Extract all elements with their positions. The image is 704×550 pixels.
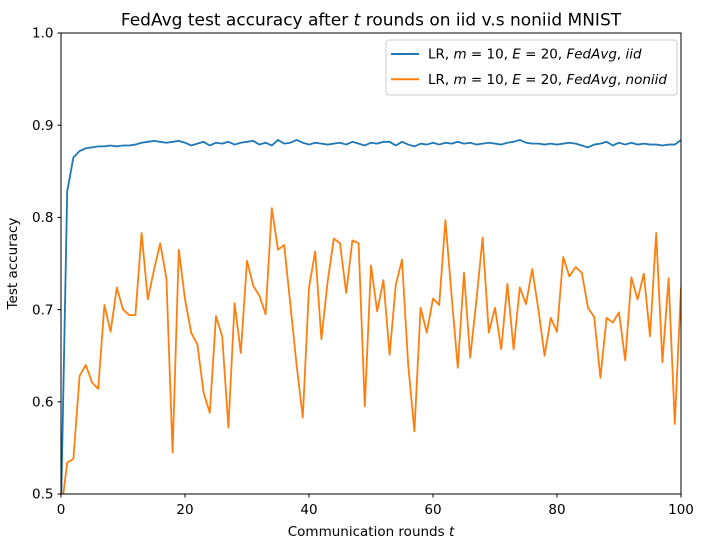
y-tick-label: 0.8	[32, 210, 53, 226]
x-tick-label: 60	[424, 502, 441, 518]
series-line-iid	[61, 139, 681, 494]
legend-entry-iid: LR, m = 10, E = 20, FedAvg, iid	[428, 47, 642, 63]
y-tick-label: 0.5	[32, 487, 53, 503]
x-tick-label: 0	[57, 502, 66, 518]
legend-entry-noniid: LR, m = 10, E = 20, FedAvg, noniid	[428, 72, 667, 88]
legend-box	[385, 39, 678, 96]
x-tick-label: 100	[668, 502, 694, 518]
y-tick-label: 1.0	[32, 26, 53, 42]
y-tick-label: 0.7	[32, 302, 53, 318]
x-tick-label: 80	[548, 502, 565, 518]
chart-title: FedAvg test accuracy after t rounds on i…	[121, 11, 622, 31]
y-tick-label: 0.6	[32, 395, 53, 411]
x-tick-label: 40	[300, 502, 317, 518]
y-axis-label: Test accuracy	[5, 218, 21, 311]
x-axis-label: Communication rounds t	[288, 524, 455, 540]
x-tick-label: 20	[176, 502, 193, 518]
series-line-noniid	[62, 207, 681, 494]
axes-spines	[60, 32, 682, 495]
y-tick-label: 0.9	[32, 118, 53, 134]
